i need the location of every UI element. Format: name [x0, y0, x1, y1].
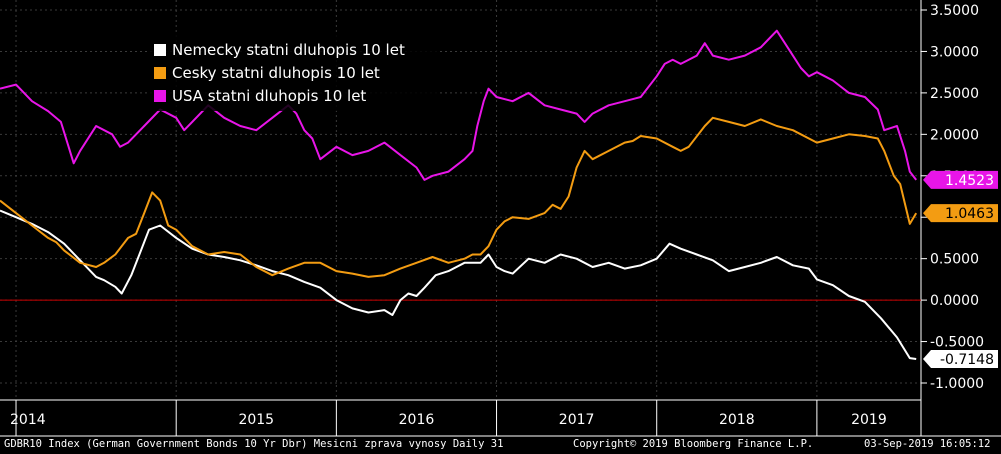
x-tick-label: 2015	[238, 412, 274, 428]
last-value-tag-bg	[923, 170, 998, 189]
footer-bar: GDBR10 Index (German Government Bonds 10…	[0, 436, 1001, 454]
x-tick-label: 2019	[851, 412, 887, 428]
last-value-label: 1.0463	[945, 206, 994, 222]
x-tick-label: 2017	[559, 412, 595, 428]
y-tick-label: 0.0000	[930, 293, 979, 309]
series-line-0	[0, 209, 917, 360]
y-tick-label: -1.0000	[930, 376, 984, 392]
footer-timestamp-text: 03-Sep-2019 16:05:12	[864, 438, 991, 450]
last-value-label: -0.7148	[940, 352, 994, 368]
footer-copyright-text: Copyright© 2019 Bloomberg Finance L.P.	[573, 438, 814, 450]
last-value-tag-bg	[923, 204, 998, 223]
y-tick-label: 2.5000	[930, 86, 979, 102]
y-tick-label: 0.5000	[930, 252, 979, 268]
last-value-tag-1: 1.0463	[923, 204, 998, 223]
series-line-1	[0, 116, 918, 278]
last-value-tag-0: -0.7148	[923, 349, 998, 368]
x-tick-label: 2018	[719, 412, 755, 428]
y-tick-label: 3.0000	[930, 44, 979, 60]
last-value-tag-2: 1.4523	[923, 170, 998, 189]
legend-swatch	[154, 90, 166, 102]
y-tick-label: 2.0000	[930, 127, 979, 143]
legend-label: USA statni dluhopis 10 let	[172, 87, 366, 105]
footer-source-text: GDBR10 Index (German Government Bonds 10…	[4, 438, 504, 450]
legend-swatch	[154, 44, 166, 56]
legend-box	[148, 34, 438, 111]
y-tick-label: 3.5000	[930, 3, 979, 19]
last-value-tag-bg	[923, 349, 998, 368]
legend-label: Nemecky statni dluhopis 10 let	[172, 41, 405, 59]
legend-label: Cesky statni dluhopis 10 let	[172, 64, 380, 82]
y-tick-label: -0.5000	[930, 335, 984, 351]
x-tick-label: 2016	[399, 412, 435, 428]
last-value-label: 1.4523	[945, 173, 994, 189]
legend-swatch	[154, 67, 166, 79]
x-tick-label: 2014	[10, 412, 46, 428]
